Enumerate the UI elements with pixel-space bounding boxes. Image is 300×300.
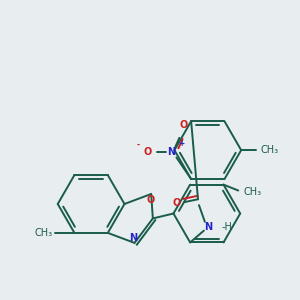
- Text: +: +: [178, 139, 184, 148]
- Text: O: O: [144, 147, 152, 157]
- Text: N: N: [204, 222, 212, 232]
- Text: N: N: [129, 233, 138, 243]
- Text: N: N: [167, 147, 175, 157]
- Text: O: O: [179, 120, 188, 130]
- Text: CH₃: CH₃: [243, 188, 261, 197]
- Text: CH₃: CH₃: [35, 228, 53, 238]
- Text: CH₃: CH₃: [261, 145, 279, 155]
- Text: -: -: [136, 141, 140, 150]
- Text: O: O: [172, 198, 181, 208]
- Text: -H: -H: [222, 222, 232, 232]
- Text: O: O: [146, 195, 154, 205]
